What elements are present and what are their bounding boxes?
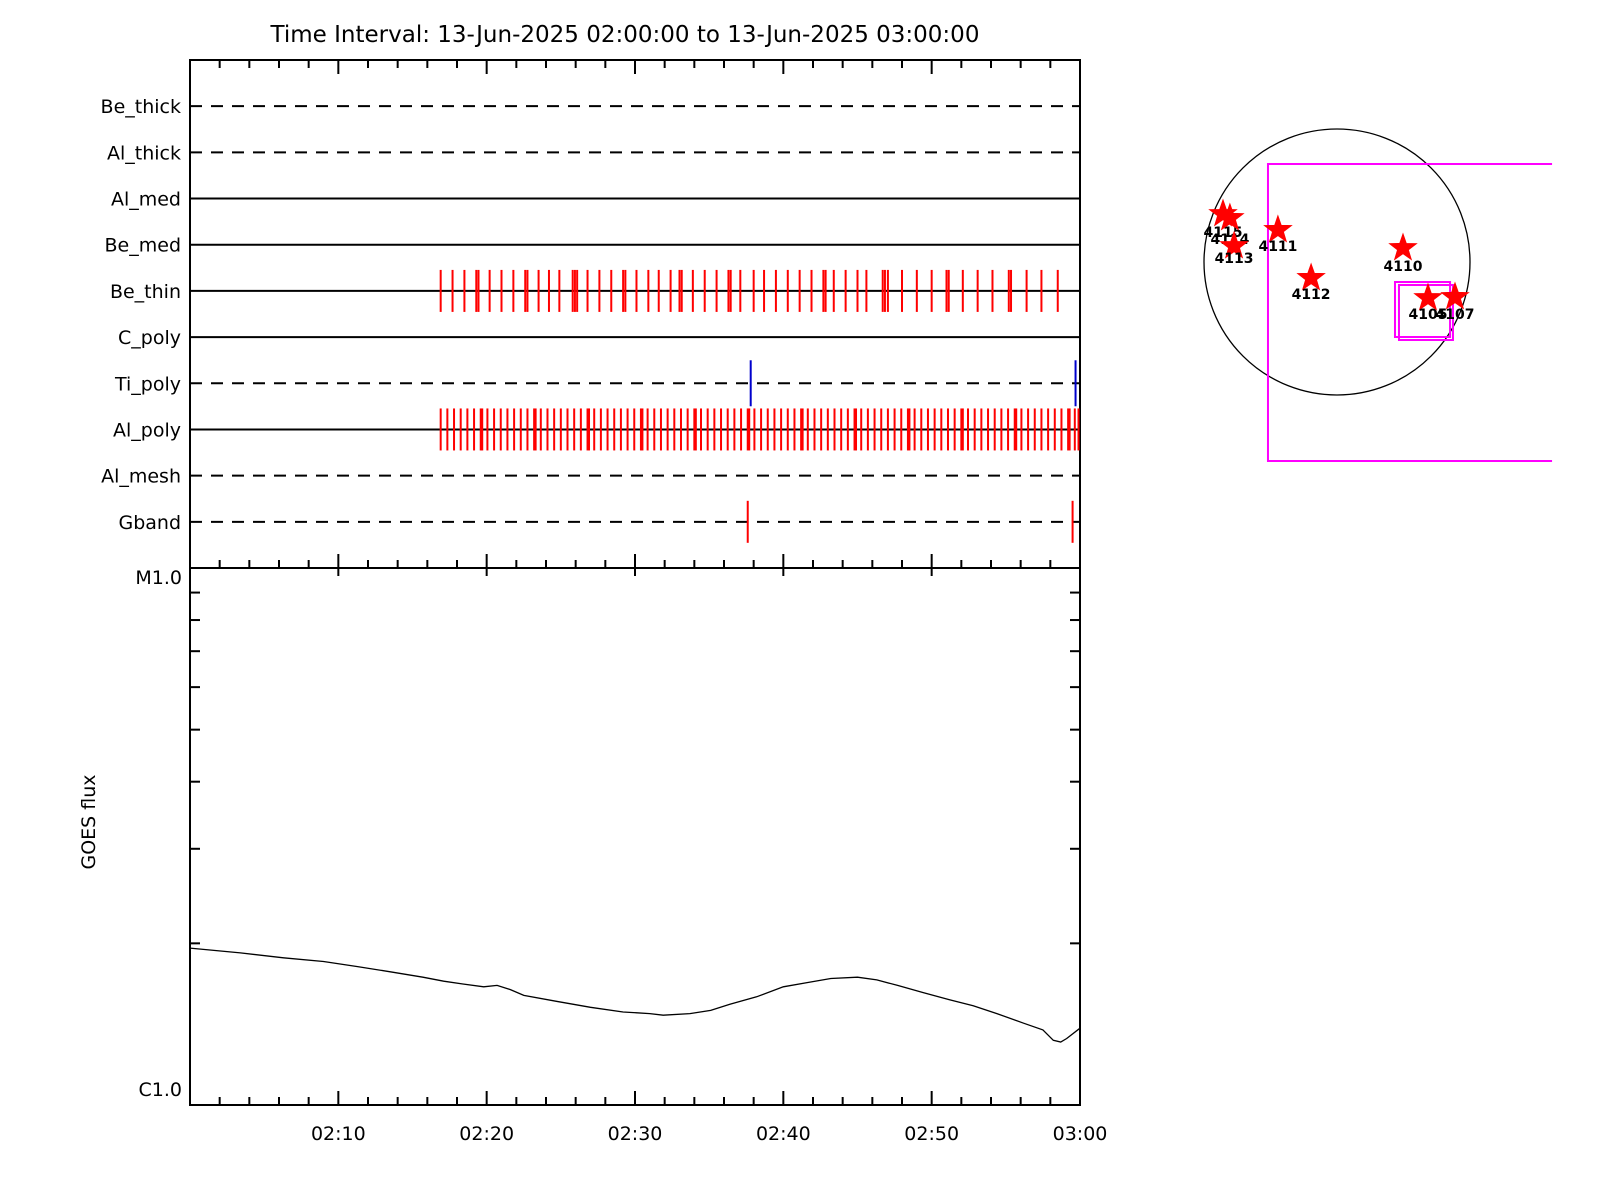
active-region-label: 4105 (1408, 307, 1447, 323)
fov-box-0 (1266, 162, 1553, 462)
time-tick-label: 02:50 (904, 1123, 959, 1145)
time-axis: 02:10 02:20 02:30 02:40 02:50 03:00 (218, 60, 1108, 1145)
page-title: Time Interval: 13-Jun-2025 02:00:00 to 1… (270, 22, 980, 48)
filter-row-label: Gband (118, 512, 181, 534)
active-region-label: 4110 (1383, 259, 1422, 275)
fov-box-2 (1397, 284, 1454, 341)
filter-row-label: Al_med (111, 189, 181, 211)
active-region-star-4112 (1296, 262, 1326, 291)
active-region-star-4110 (1388, 232, 1418, 261)
active-region-label: 4113 (1215, 251, 1254, 267)
active-region-label: 4107 (1435, 307, 1474, 323)
goes-axis-top-label: M1.0 (135, 567, 182, 589)
goes-ylabel: GOES flux (78, 774, 100, 869)
active-region-star-4107 (1440, 281, 1470, 310)
filter-row-label: Ti_poly (114, 373, 181, 395)
filter-row-label: Al_mesh (101, 466, 181, 488)
solar-limb-circle (1203, 128, 1471, 396)
filter-row-label: Be_thick (101, 96, 181, 118)
filter-row-label: Al_thick (107, 142, 181, 164)
active-region-label: 4112 (1292, 287, 1331, 303)
active-region-star-4111 (1263, 214, 1293, 243)
time-tick-label: 03:00 (1053, 1123, 1108, 1145)
active-region-label: 4111 (1258, 239, 1297, 255)
goes-axis-bottom-label: C1.0 (139, 1079, 182, 1101)
active-region-star-4105 (1413, 282, 1443, 311)
time-tick-label: 02:30 (608, 1123, 663, 1145)
active-region-star-4114 (1215, 202, 1245, 231)
time-tick-label: 02:10 (311, 1123, 366, 1145)
filter-row-label: Be_thin (110, 281, 181, 303)
active-region-star-4113 (1219, 230, 1249, 259)
goes-flux-panel (189, 567, 1081, 1106)
time-tick-label: 02:20 (459, 1123, 514, 1145)
filter-row-label: Be_med (105, 235, 181, 257)
fov-box-1 (1393, 280, 1452, 339)
active-region-star-4115 (1208, 198, 1238, 227)
filter-row-label: Al_poly (113, 419, 181, 441)
filter-timeline-panel: Be_thick Al_thick Al_med Be_med Be_thin C_pol… (101, 59, 1081, 569)
filter-row-label: C_poly (118, 327, 181, 349)
time-tick-label: 02:40 (756, 1123, 811, 1145)
goes-flux-curve (189, 947, 1081, 1043)
